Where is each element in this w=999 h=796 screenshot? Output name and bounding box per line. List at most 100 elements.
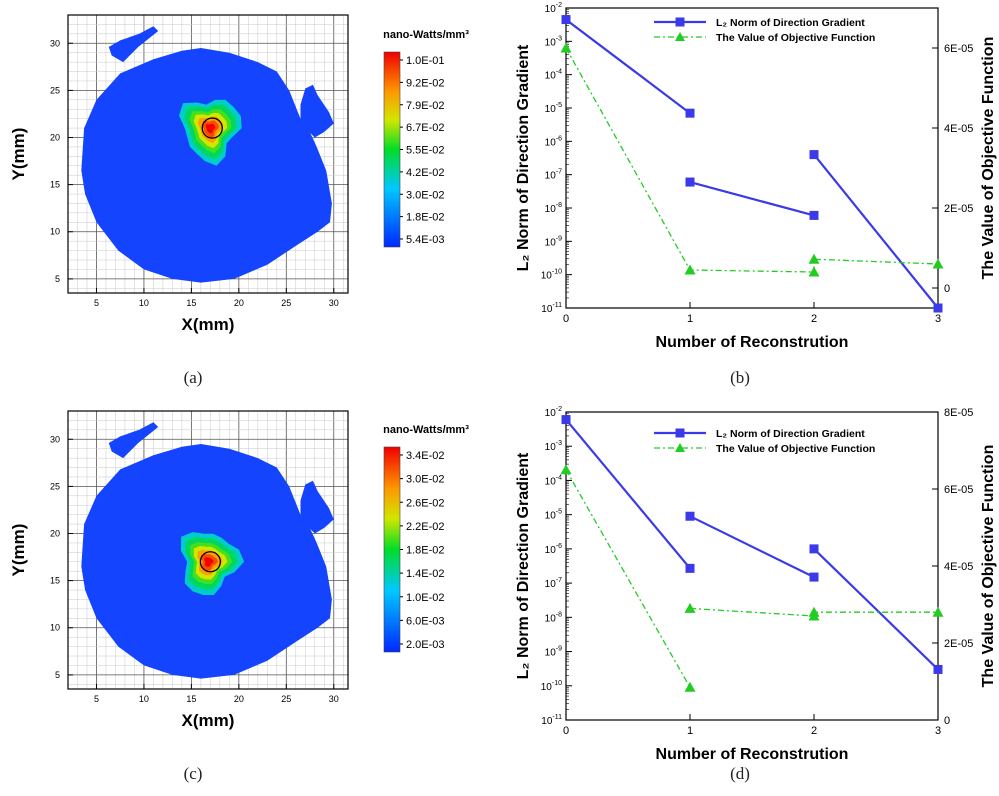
colorbar-label: 2.2E-02 (406, 521, 445, 533)
colorbar (383, 446, 401, 653)
colorbar-label: 6.0E-03 (406, 615, 445, 627)
x-tick-label: 30 (329, 298, 339, 308)
data-point-square (809, 150, 819, 160)
y-tick-label: 10-3 (545, 35, 562, 48)
target-circle (199, 551, 222, 573)
colorbar-label: 1.4E-02 (406, 568, 445, 580)
y-tick-label: 10-9 (545, 235, 562, 248)
legend-entry-label: The Value of Objective Function (716, 32, 875, 44)
y-tick-label: 25 (50, 85, 60, 95)
y2-tick-label: 0 (944, 715, 950, 727)
panel-caption: (c) (184, 764, 203, 783)
panel-c-heatmap: 5 10 15 20 25 30 5 10 15 20 25 30 X(mm) Y(mm) nano-Wat… (9, 410, 469, 783)
x-tick-label: 1 (687, 725, 693, 737)
legend-marker-square (675, 17, 685, 27)
y2-tick-label: 0 (944, 283, 950, 295)
x-tick-label: 2 (811, 725, 817, 737)
x-axis-label: Number of Reconstrution (656, 334, 849, 351)
x-tick-label: 1 (687, 313, 693, 325)
y2-tick-label: 8E-05 (944, 407, 973, 419)
series-line (689, 181, 815, 217)
hotspot-level-6 (205, 123, 216, 134)
x-tick-label: 30 (329, 694, 339, 704)
y-tick-label: 10-6 (545, 543, 562, 556)
x-axis-label: X(mm) (182, 711, 235, 730)
colorbar-label: 1.0E-02 (406, 592, 445, 604)
data-point-square (685, 108, 695, 118)
y2-tick-label: 2E-05 (944, 638, 973, 650)
x-tick-label: 15 (186, 694, 196, 704)
x-tick-label: 2 (811, 313, 817, 325)
y-tick-label: 25 (50, 481, 60, 491)
panel-caption: (d) (730, 764, 750, 783)
tissue-island (108, 26, 159, 63)
colorbar-title: nano-Watts/mm³ (383, 29, 469, 41)
y-tick-label: 5 (55, 670, 60, 680)
colorbar-label: 6.7E-02 (406, 122, 445, 134)
x-tick-label: 15 (186, 298, 196, 308)
x-tick-label: 3 (935, 725, 941, 737)
data-point-triangle (932, 606, 944, 617)
x-tick-label: 25 (281, 694, 291, 704)
y-tick-label: 10-11 (541, 714, 562, 727)
colorbar-label: 5.5E-02 (406, 145, 445, 157)
data-point-square (685, 177, 695, 187)
y-tick-label: 10-2 (545, 2, 562, 15)
x-axis-label: Number of Reconstrution (656, 746, 849, 763)
y-tick-label: 10-11 (541, 302, 562, 315)
y-tick-label: 15 (50, 180, 60, 190)
data-point-square (685, 511, 695, 521)
x-tick-label: 20 (234, 694, 244, 704)
x-tick-label: 5 (94, 694, 99, 704)
data-point-square (933, 303, 943, 313)
x-tick-label: 3 (935, 313, 941, 325)
y-tick-label: 10 (50, 227, 60, 237)
data-point-triangle (808, 253, 820, 264)
tissue-lobe (300, 84, 334, 138)
y-tick-label: 10-5 (545, 509, 562, 522)
y-tick-label: 10-10 (541, 269, 562, 282)
y2-tick-label: 2E-05 (944, 203, 973, 215)
colorbar-label: 9.2E-02 (406, 77, 445, 89)
colorbar-label: 5.4E-03 (406, 234, 445, 246)
data-point-square (685, 563, 695, 573)
colorbar-label: 3.0E-02 (406, 189, 445, 201)
y-tick-label: 15 (50, 576, 60, 586)
data-point-square (561, 15, 571, 25)
data-point-triangle (932, 258, 944, 269)
colorbar (383, 51, 401, 248)
y-axis-label: L₂ Norm of Direction Gradient (515, 44, 532, 271)
y-tick-label: 30 (50, 38, 60, 48)
y-tick-label: 20 (50, 133, 60, 143)
data-point-square (809, 544, 819, 554)
y-tick-label: 10-9 (545, 646, 562, 659)
plot-frame (565, 7, 939, 309)
data-point-triangle (808, 266, 820, 277)
colorbar-label: 3.0E-02 (406, 474, 445, 486)
series-line (813, 548, 939, 671)
y-tick-label: 10-6 (545, 135, 562, 148)
colorbar-label: 1.0E-01 (406, 55, 445, 67)
colorbar-label: 2.0E-03 (406, 639, 445, 651)
y-tick-label: 20 (50, 529, 60, 539)
y-tick-label: 5 (55, 274, 60, 284)
series-line (813, 153, 939, 309)
y-tick-label: 10-10 (541, 680, 562, 693)
y2-tick-label: 4E-05 (944, 123, 973, 135)
y2-tick-label: 6E-05 (944, 484, 973, 496)
y-tick-label: 10 (50, 623, 60, 633)
tissue-island (108, 422, 159, 459)
plot-frame (67, 14, 349, 294)
data-point-square (809, 210, 819, 220)
y-tick-label: 10-8 (545, 202, 562, 215)
colorbar-title: nano-Watts/mm³ (383, 424, 469, 436)
x-tick-label: 25 (281, 298, 291, 308)
legend-entry-label: The Value of Objective Function (716, 443, 875, 455)
x-tick-label: 10 (139, 298, 149, 308)
series-line (565, 418, 691, 570)
tissue-lobe (300, 480, 334, 534)
legend-entry-label: L₂ Norm of Direction Gradient (716, 17, 865, 29)
x-tick-label: 20 (234, 298, 244, 308)
y-tick-label: 10-7 (545, 577, 562, 590)
